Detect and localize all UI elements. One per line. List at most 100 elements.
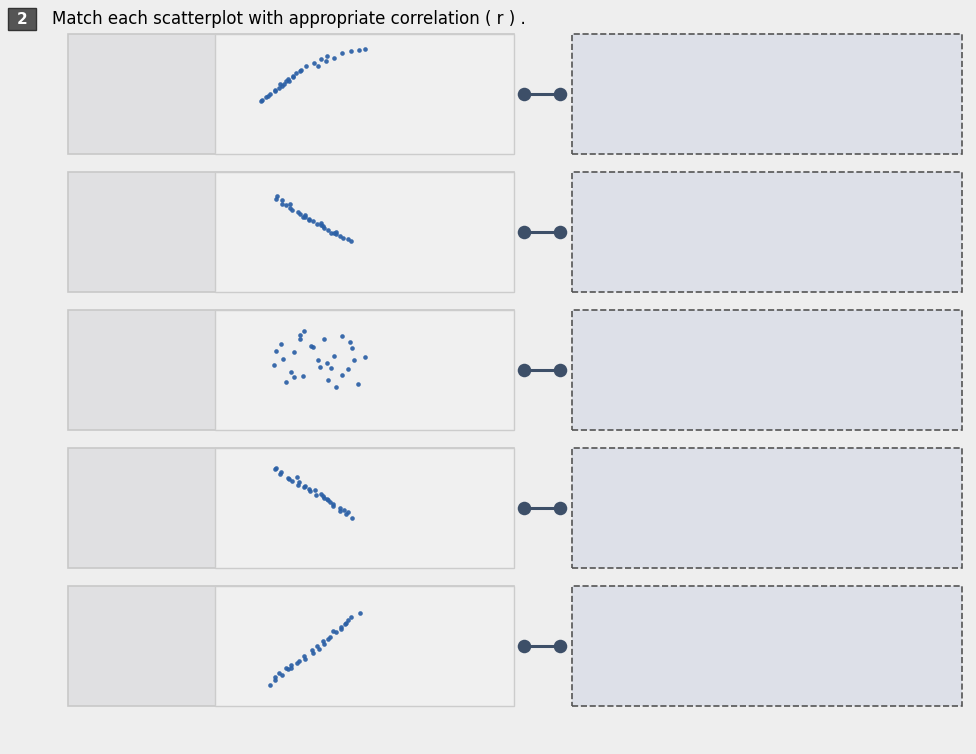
Bar — [572, 586, 962, 706]
Point — [274, 198, 290, 210]
Point — [290, 471, 305, 483]
Point — [340, 233, 355, 245]
Point — [275, 353, 291, 365]
Point — [316, 638, 332, 650]
Point — [282, 198, 298, 210]
Point — [319, 357, 335, 369]
Point — [263, 679, 278, 691]
Point — [343, 235, 358, 247]
Point — [280, 472, 296, 484]
Point — [328, 225, 344, 238]
Point — [281, 75, 297, 87]
Point — [272, 467, 288, 480]
Point — [285, 72, 301, 84]
Point — [305, 646, 321, 658]
Point — [325, 500, 341, 512]
Point — [312, 361, 328, 373]
Point — [297, 211, 312, 223]
Point — [325, 498, 341, 510]
Point — [268, 345, 284, 357]
Text: 2: 2 — [17, 11, 27, 26]
Point — [552, 364, 568, 376]
Point — [306, 484, 322, 496]
Point — [273, 466, 289, 478]
Point — [297, 480, 312, 492]
Point — [258, 91, 273, 103]
Point — [272, 78, 288, 90]
Point — [304, 644, 319, 656]
Bar — [68, 448, 514, 568]
Point — [322, 496, 338, 508]
Point — [267, 671, 283, 683]
Point — [334, 369, 349, 382]
Point — [336, 232, 351, 244]
Bar — [572, 34, 962, 154]
Point — [310, 354, 326, 366]
Point — [320, 494, 336, 506]
Point — [328, 381, 344, 393]
Point — [337, 504, 352, 516]
Point — [288, 67, 304, 79]
Point — [320, 374, 336, 386]
Point — [323, 362, 339, 374]
Point — [339, 617, 354, 629]
Bar — [572, 172, 962, 292]
Bar — [215, 586, 514, 706]
Point — [333, 230, 348, 242]
Point — [284, 476, 300, 488]
Bar — [8, 8, 36, 30]
Point — [273, 80, 289, 92]
Point — [308, 218, 324, 230]
Point — [274, 194, 290, 206]
Point — [326, 227, 342, 239]
Point — [293, 207, 308, 219]
Point — [284, 659, 300, 671]
Point — [284, 204, 300, 216]
Point — [290, 479, 305, 491]
Point — [341, 614, 356, 626]
Point — [273, 338, 289, 350]
Point — [316, 492, 332, 504]
Point — [329, 626, 345, 638]
Point — [344, 45, 359, 57]
Point — [315, 635, 331, 647]
Point — [320, 492, 336, 504]
Point — [301, 483, 316, 495]
Point — [516, 88, 532, 100]
Point — [293, 65, 308, 77]
Bar — [215, 448, 514, 568]
Point — [333, 504, 348, 516]
Point — [302, 214, 317, 226]
Bar — [68, 310, 514, 430]
Point — [286, 346, 302, 358]
Point — [283, 366, 299, 379]
Point — [278, 75, 294, 87]
Point — [305, 57, 321, 69]
Point — [341, 363, 356, 375]
Point — [282, 202, 298, 214]
Point — [516, 364, 532, 376]
Point — [552, 88, 568, 100]
Point — [278, 662, 294, 674]
Point — [316, 222, 332, 234]
Bar — [572, 448, 962, 568]
Point — [305, 215, 321, 227]
Point — [338, 508, 353, 520]
Point — [292, 655, 307, 667]
Point — [326, 351, 342, 363]
Point — [320, 633, 336, 645]
Point — [326, 52, 342, 64]
Point — [310, 60, 326, 72]
Point — [332, 502, 347, 514]
Bar — [572, 310, 962, 430]
Point — [320, 225, 336, 237]
Point — [313, 219, 329, 231]
Point — [254, 93, 269, 106]
Point — [322, 631, 338, 643]
Point — [268, 189, 284, 201]
Point — [316, 333, 332, 345]
Point — [318, 55, 334, 67]
Point — [267, 463, 283, 475]
Point — [334, 330, 349, 342]
Point — [334, 623, 349, 635]
